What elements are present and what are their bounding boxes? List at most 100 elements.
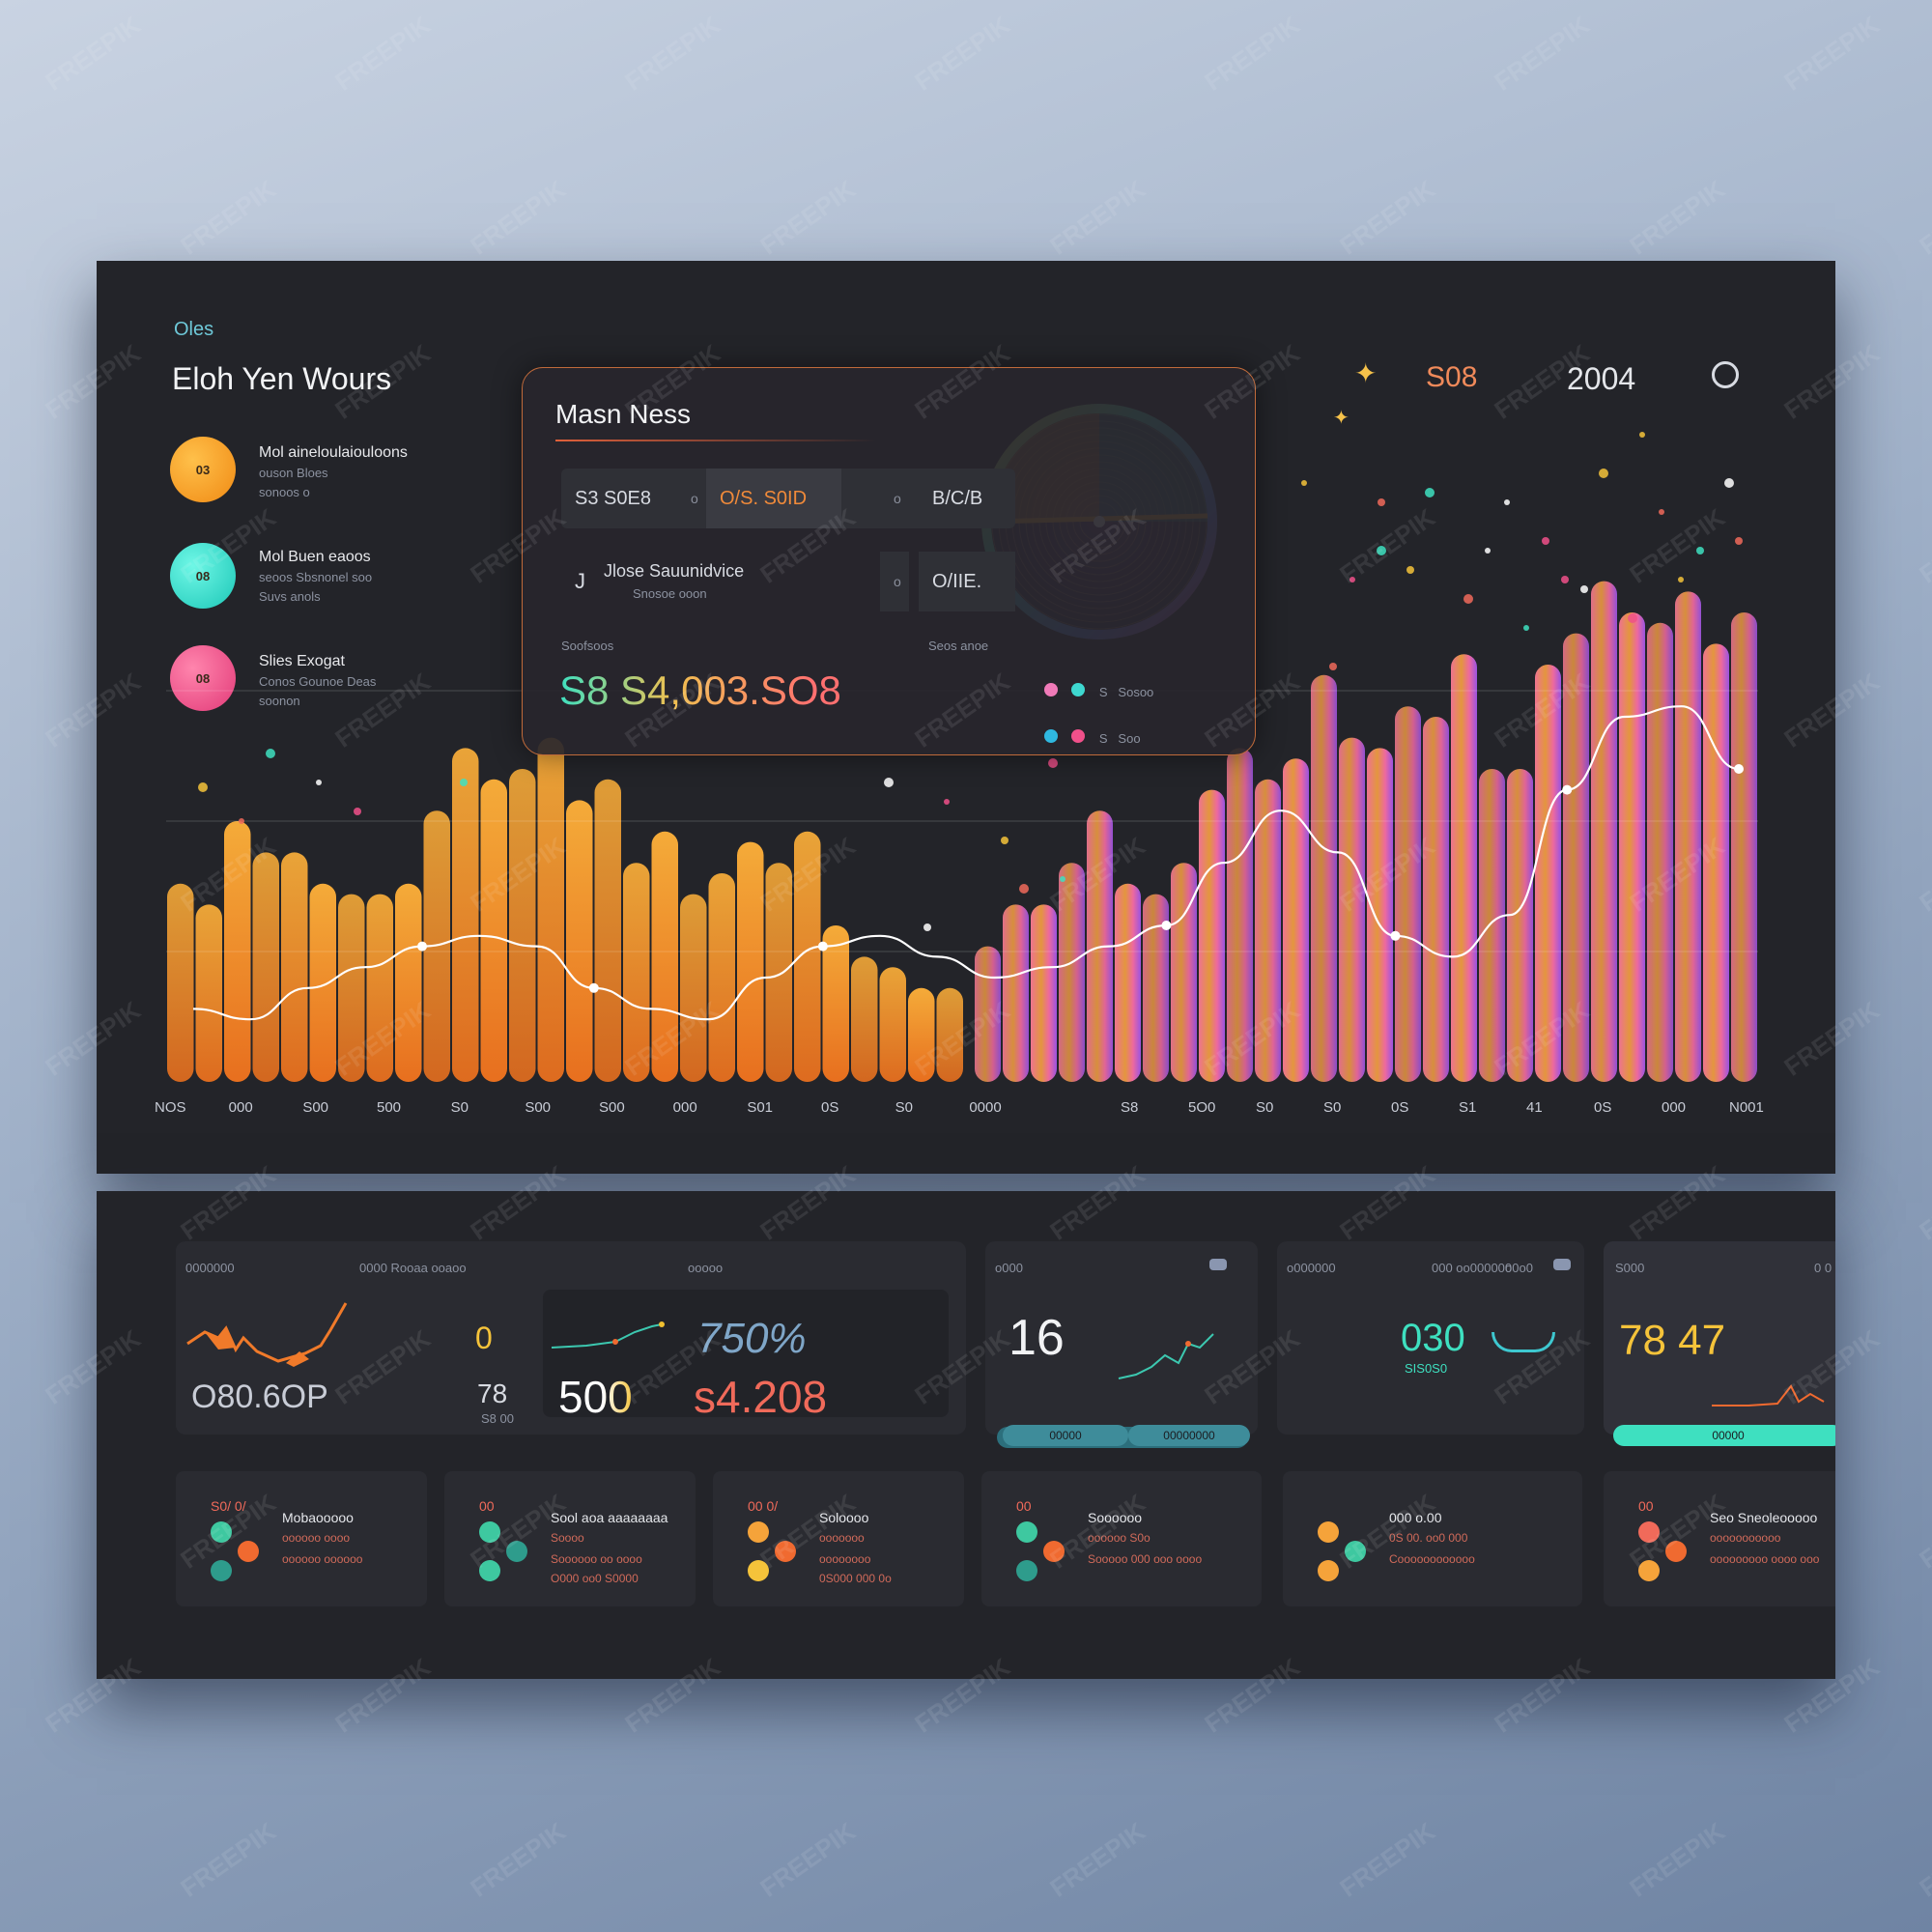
card-title: Masn Ness [555,399,692,429]
chart-point[interactable] [817,941,828,952]
mini-tile-sublabel: ooooooo [819,1531,865,1545]
chart-bar-right [1535,665,1561,1082]
main-dashboard-panel: Oles Eloh Yen Wours 03 Mol aineloulaioul… [97,261,1835,1174]
chart-bar-right [1507,769,1533,1082]
x-axis-tick-label: 41 [1526,1099,1543,1116]
legend-sublabel: Suvs anols [259,589,321,604]
stat-value: 500 [558,1372,633,1422]
mini-tile-label: Sool aoa aaaaaaaa [551,1510,668,1525]
x-axis-tick-label: S00 [302,1099,329,1116]
mini-stat-tile[interactable]: 00 0/Soloooo ooooooo oooooooo 0S000 000 0o [713,1471,964,1606]
status-dot [1318,1560,1339,1581]
x-axis-tick-label: S0 [1256,1099,1274,1116]
chart-bar-right [1283,758,1309,1082]
tile-header: 0 0 [1814,1261,1833,1275]
x-axis-tick-label: S00 [599,1099,625,1116]
sparkline-chart [1712,1384,1825,1406]
watermark-text: FREEPIK [754,1816,861,1903]
sparkle-icon: ✦ [1333,408,1350,429]
stats-tile-3[interactable]: o000000 000 oo000000 o0o0 030 SIS0S0 [1277,1241,1584,1435]
mini-stat-tile[interactable]: 000 o.00 0S 00. oo0 000 Coooooooooooo [1283,1471,1582,1606]
chart-bar-right [1227,748,1253,1082]
legend-label: Mol Buen eaoos [259,549,371,565]
inner-dark-card [543,1290,949,1417]
chart-bar-left [537,737,564,1082]
summary-card[interactable]: Masn Ness S3 S0E8 o O/S. S0ID o B/C/B J … [522,367,1256,755]
sparkline-chart [186,1302,348,1367]
mini-tile-sublabel: Sooooo 000 ooo oooo [1088,1552,1203,1566]
row-cell: S3 S0E8 [575,487,651,509]
status-dot [479,1560,500,1581]
card-row-2[interactable]: J Jlose Sauunidvice Snosoe ooon o O/IIE. [561,552,1015,611]
status-dot [1016,1560,1037,1581]
status-dot [1043,1541,1065,1562]
chart-bar-left [908,987,935,1082]
chart-bar-left [395,883,422,1082]
chart-point[interactable] [588,982,599,993]
tile-header: o0o0 [1505,1261,1533,1275]
mini-stat-tile[interactable]: 00 Sool aoa aaaaaaaa Soooo Soooooo oo oooo O… [444,1471,696,1606]
chart-bar-right [1675,591,1701,1082]
chart-bar-left [338,894,365,1082]
chart-bar-right [1311,674,1337,1082]
chart-point[interactable] [1161,921,1172,930]
card-legend-row-1: S Sosoo [1044,683,1153,701]
chart-bar-left [423,810,450,1082]
sparkline-chart [551,1321,665,1349]
title-underline [555,440,876,441]
stats-tile-4[interactable]: S000 0 0 78 47 [1604,1241,1835,1435]
sparkle-dot [1599,469,1608,478]
watermark-text: FREEPIK [619,10,725,97]
sparkle-dot [1060,876,1065,882]
stat-value: 750% [697,1315,807,1362]
legend-sublabel: sonoos o [259,485,310,499]
watermark-text: FREEPIK [465,174,571,261]
chart-bar-left [281,852,308,1082]
mini-stat-tile[interactable]: 00 Seo Sneoleooooo ooooooooooo ooooooooo oo… [1604,1471,1835,1606]
mini-tile-sublabel: 0S 00. oo0 000 [1389,1531,1468,1545]
watermark-text: FREEPIK [1489,10,1595,97]
sparkle-dot [1301,480,1307,486]
legend-sublabel: Conos Gounoe Deas [259,674,377,689]
chart-bar-right [975,946,1001,1082]
legend-badge: 08 [170,645,236,711]
tile-header: S000 [1615,1261,1645,1275]
chart-bar-right [1031,904,1057,1082]
chart-point[interactable] [417,941,428,952]
status-dot [1638,1521,1660,1543]
row-sublabel: Snosoe ooon [633,586,707,601]
mini-tile-sublabel: oooooooo [819,1552,871,1566]
stats-tile-1[interactable]: 0000000 0000 Rooaa ooaoo ooooo O80.6OP 0… [176,1241,966,1435]
sparkle-dot [1377,546,1386,555]
stat-value: 0 [475,1321,493,1355]
stats-tile-2[interactable]: o000 16 [985,1241,1258,1448]
action-pill[interactable]: 00000 [1003,1425,1128,1446]
toggle-switch[interactable] [1553,1259,1571,1270]
status-dot [748,1521,769,1543]
watermark-text: FREEPIK [465,1816,571,1903]
mini-stat-tile[interactable]: S0/ 0/Mobaooooo oooooo oooo oooooo oooooo [176,1471,427,1606]
card-row-1[interactable]: S3 S0E8 o O/S. S0ID o B/C/B [561,469,1015,528]
chart-point[interactable] [1390,930,1401,941]
mini-stat-tile[interactable]: 00 Soooooo oooooo S0o Sooooo 000 ooo oooo [981,1471,1262,1606]
action-pill[interactable]: 00000 [1613,1425,1835,1446]
sparkle-dot [1735,537,1743,545]
chart-point[interactable] [1562,784,1573,795]
mini-tile-header: S0/ 0/ [211,1498,246,1514]
sparkle-dot [1485,548,1491,554]
bar-chart [166,432,1758,1082]
watermark-text: FREEPIK [329,10,436,97]
legend-dot [1044,729,1058,743]
bowl-icon [1492,1332,1555,1352]
chart-bar-right [1563,633,1589,1082]
chart-point[interactable] [1734,764,1744,774]
status-dot [238,1541,259,1562]
action-pill[interactable]: 00000000 [1128,1425,1250,1446]
card-big-value: S8 S4,003.SO8 [559,668,841,713]
chart-bar-right [1003,904,1029,1082]
status-dot [1016,1521,1037,1543]
legend-sublabel: ouson Bloes [259,466,328,480]
globe-icon[interactable] [1712,361,1739,388]
toggle-switch[interactable] [1209,1259,1227,1270]
stat-value: 78 47 [1619,1317,1726,1364]
